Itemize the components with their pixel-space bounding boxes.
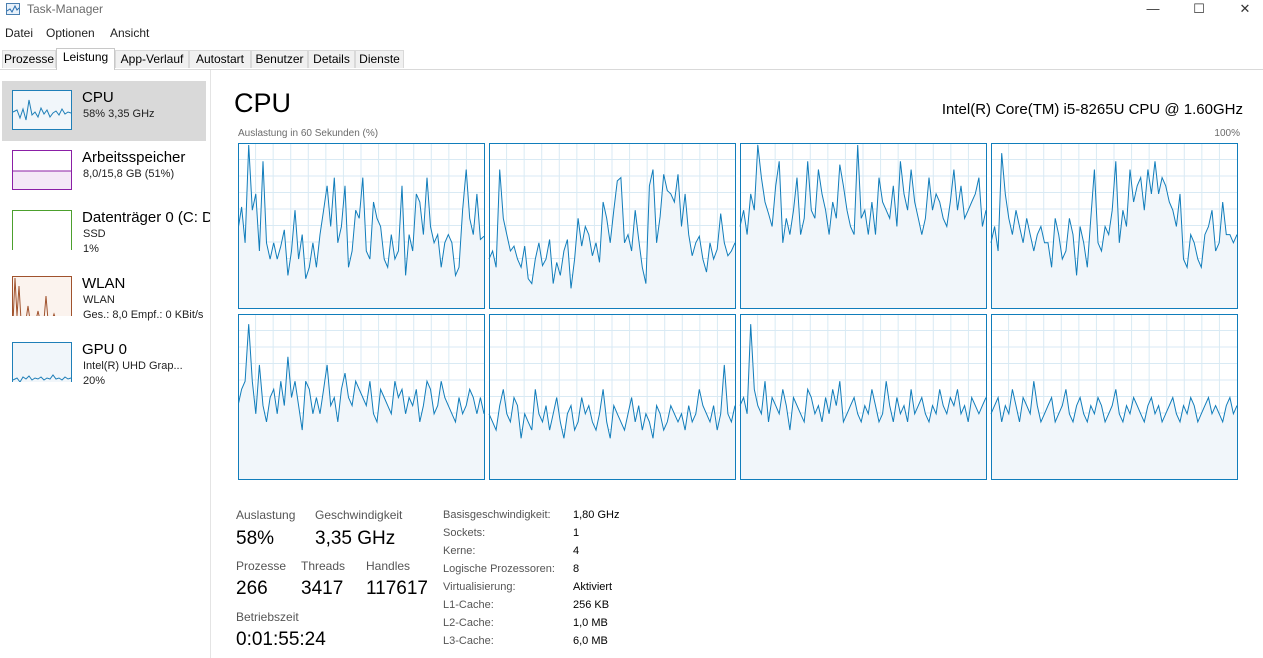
core-graph-2 <box>739 143 987 309</box>
betriebszeit-value: 0:01:55:24 <box>236 629 326 650</box>
memory-mini-graph <box>12 150 72 190</box>
info-label: Logische Prozessoren: <box>443 563 555 575</box>
info-value: Aktiviert <box>573 581 613 593</box>
core-line-7 <box>990 381 1238 424</box>
core-graph-1 <box>488 143 736 309</box>
info-label: Virtualisierung: <box>443 581 516 593</box>
core-graph-5 <box>488 314 736 480</box>
tab-bar: Prozesse Leistung App-Verlauf Autostart … <box>0 48 1263 70</box>
sidebar: CPU 58% 3,35 GHz Arbeitsspeicher 8,0/15,… <box>0 70 211 658</box>
tab-app-verlauf[interactable]: App-Verlauf <box>115 50 189 68</box>
sidebar-item-cpu[interactable]: CPU 58% 3,35 GHz <box>2 81 206 141</box>
threads-label: Threads <box>301 559 346 573</box>
window-title: Task-Manager <box>27 2 104 16</box>
info-label: Sockets: <box>443 527 486 539</box>
menu-datei[interactable]: Datei <box>5 26 34 40</box>
task-manager-icon <box>6 3 20 15</box>
disk-mini-graph <box>12 210 72 250</box>
core-graph-0 <box>238 143 485 309</box>
sidebar-label: Datenträger 0 (C: D <box>82 209 211 226</box>
sidebar-sub: Intel(R) UHD Grap... <box>83 360 183 372</box>
info-label: L1-Cache: <box>443 599 494 611</box>
core-area-4 <box>238 324 484 479</box>
tab-prozesse[interactable]: Prozesse <box>2 50 56 68</box>
tab-dienste[interactable]: Dienste <box>355 50 404 68</box>
core-graph-4 <box>238 314 485 480</box>
info-value: 1,80 GHz <box>573 509 620 521</box>
core-graphs-svg <box>238 143 1238 480</box>
core-line-2 <box>739 144 987 243</box>
maximize-button[interactable]: ☐ <box>1193 1 1205 16</box>
sidebar-label: GPU 0 <box>82 341 128 358</box>
tab-details[interactable]: Details <box>308 50 355 68</box>
core-line-4 <box>238 324 485 431</box>
core-graphs <box>238 143 1240 482</box>
core-line-6 <box>739 324 987 431</box>
close-button[interactable]: ✕ <box>1239 1 1251 16</box>
info-value: 4 <box>573 545 580 557</box>
sidebar-sub: 20% <box>83 375 106 387</box>
info-value: 8 <box>573 563 580 575</box>
cpu-mini-graph <box>12 90 72 130</box>
core-area-3 <box>991 153 1237 308</box>
sidebar-label: CPU <box>82 89 114 106</box>
tab-benutzer[interactable]: Benutzer <box>251 50 308 68</box>
info-label: L3-Cache: <box>443 635 494 647</box>
utilization-caption: Auslastung in 60 Sekunden (%) <box>238 128 379 139</box>
core-graph-7 <box>990 314 1238 480</box>
threads-value: 3417 <box>301 578 344 599</box>
core-line-5 <box>488 364 736 439</box>
sidebar-sub: 58% 3,35 GHz <box>83 108 155 120</box>
gpu-mini-graph <box>12 342 72 382</box>
tab-leistung[interactable]: Leistung <box>56 48 115 70</box>
info-label: L2-Cache: <box>443 617 494 629</box>
auslastung-value: 58% <box>236 528 275 549</box>
core-area-1 <box>489 169 735 308</box>
info-value: 256 KB <box>573 599 610 611</box>
menu-optionen[interactable]: Optionen <box>46 26 95 40</box>
sidebar-label: Arbeitsspeicher <box>82 149 186 166</box>
sidebar-sub: SSD <box>83 228 106 240</box>
tab-autostart[interactable]: Autostart <box>189 50 251 68</box>
wlan-mini-graph <box>12 276 72 316</box>
minimize-button[interactable]: — <box>1146 1 1160 16</box>
sidebar-item-gpu[interactable]: GPU 0 Intel(R) UHD Grap... 20% <box>2 333 206 393</box>
geschwindigkeit-value: 3,35 GHz <box>315 528 396 549</box>
info-value: 1 <box>573 527 580 539</box>
info-value: 6,0 MB <box>573 635 608 647</box>
geschwindigkeit-label: Geschwindigkeit <box>315 508 403 522</box>
core-graph-6 <box>739 314 987 480</box>
handles-value: 117617 <box>366 578 428 599</box>
sidebar-sub: Ges.: 8,0 Empf.: 0 KBit/s <box>83 309 204 321</box>
prozesse-label: Prozesse <box>236 559 287 573</box>
handles-label: Handles <box>366 559 411 573</box>
core-graph-3 <box>990 143 1238 309</box>
sidebar-sub: WLAN <box>83 294 115 306</box>
cpu-model: Intel(R) Core(TM) i5-8265U CPU @ 1.60GHz <box>941 101 1243 118</box>
sidebar-item-disk[interactable]: Datenträger 0 (C: D SSD 1% <box>2 201 210 261</box>
betriebszeit-label: Betriebszeit <box>236 610 299 624</box>
prozesse-value: 266 <box>236 578 268 599</box>
page-title: CPU <box>234 88 292 118</box>
utilization-max: 100% <box>1214 128 1240 139</box>
title-bar: Task-Manager — ☐ ✕ <box>0 0 1263 20</box>
info-value: 1,0 MB <box>573 617 608 629</box>
sidebar-label: WLAN <box>82 275 126 292</box>
core-line-1 <box>488 169 736 289</box>
auslastung-label: Auslastung <box>236 508 296 522</box>
info-label: Basisgeschwindigkeit: <box>443 509 551 521</box>
info-label: Kerne: <box>443 545 476 557</box>
core-area-6 <box>740 324 986 479</box>
menu-ansicht[interactable]: Ansicht <box>110 26 150 40</box>
core-line-3 <box>990 153 1238 276</box>
core-area-0 <box>238 145 484 308</box>
core-line-0 <box>238 144 485 279</box>
core-area-2 <box>740 145 986 308</box>
sidebar-item-memory[interactable]: Arbeitsspeicher 8,0/15,8 GB (51%) <box>2 141 206 201</box>
sidebar-sub: 1% <box>83 243 99 255</box>
sidebar-sub: 8,0/15,8 GB (51%) <box>83 168 175 180</box>
sidebar-item-wlan[interactable]: WLAN WLAN Ges.: 8,0 Empf.: 0 KBit/s <box>2 267 206 327</box>
